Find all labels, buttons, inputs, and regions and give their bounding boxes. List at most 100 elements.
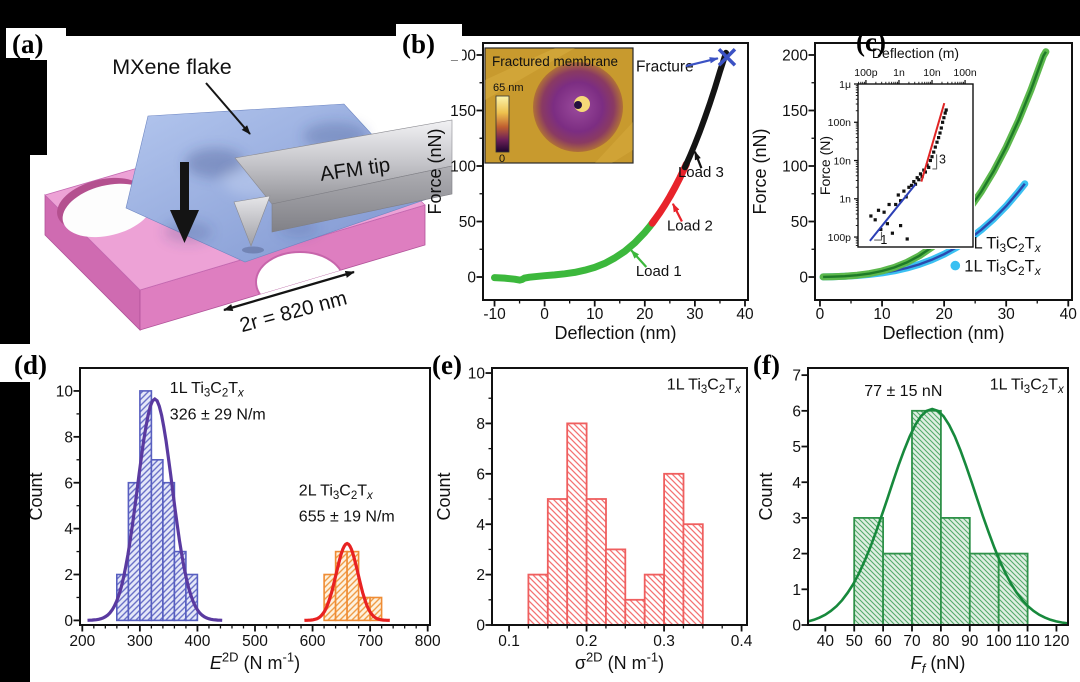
scatter-point (918, 172, 923, 176)
histogram-bar (940, 517, 971, 625)
scatter-point (902, 189, 906, 193)
label-backplate (0, 344, 70, 382)
axes-box (491, 367, 748, 626)
tick-label: 4 (792, 475, 801, 492)
afm-image-streak (595, 122, 633, 163)
scatter-point (890, 231, 894, 235)
press-down-arrow-head (170, 210, 199, 243)
histogram-bar (566, 422, 588, 625)
tick-label: 50 (846, 633, 864, 650)
annotation: 655 ± 19 N/m (299, 509, 395, 526)
histogram-bar (643, 573, 666, 625)
mxene-flake-label: MXene flake (112, 55, 232, 79)
tick-label: 10n (923, 67, 941, 79)
tick-label: 100 (450, 159, 476, 176)
tick-label: 90 (961, 633, 979, 650)
scatter-point (932, 150, 936, 154)
scatter-point (942, 116, 946, 120)
x-axis-label: σ2D (N m-1) (575, 649, 664, 673)
annotation: 1L Ti3C2Tx (667, 376, 742, 396)
line (874, 231, 883, 241)
tick-label: 2 (476, 567, 485, 584)
scatter-point (899, 224, 903, 228)
tick-label: 200 (782, 48, 808, 65)
tick-label: 6 (792, 403, 801, 420)
panel-letter-a: (a) (12, 29, 43, 59)
histogram-bar (853, 517, 885, 625)
histogram-bar (911, 409, 942, 625)
tick-label: 0.3 (653, 633, 675, 650)
tick-label: 0.1 (498, 633, 520, 650)
tick-label: 0 (799, 270, 808, 287)
chart-ci: 100p 1n 10n 100n 100p 1n 10n 100n 1μ Deflection (… (817, 45, 977, 249)
tick-label: 500 (242, 633, 268, 650)
scatter-point (869, 214, 873, 218)
label-backplate (396, 24, 462, 60)
press-down-arrow-shaft (180, 162, 189, 212)
chart-d: 200 300 400 500 600 700 800 0 2 4 6 8 10 E2D (N m-1) C… (26, 367, 441, 673)
black-crop-bar-top (0, 0, 1080, 36)
label-backplate (6, 28, 66, 58)
y-axis-label: Count (756, 472, 776, 520)
tick-label: 50 (791, 214, 809, 231)
tick-label: 4 (476, 517, 485, 534)
scatter-point (899, 199, 903, 203)
tick-label: 1n (839, 194, 851, 206)
annotation: Load 1 (636, 263, 682, 280)
line (869, 183, 917, 242)
tick-label: 6 (476, 466, 485, 483)
y-axis-label: Count (434, 472, 454, 520)
histogram-bar (527, 573, 549, 625)
scatter-point (939, 126, 943, 130)
afm-image-streak (485, 48, 575, 100)
tick-label: 5 (792, 439, 801, 456)
histogram-bar (882, 552, 913, 625)
scatter-point (935, 140, 939, 144)
tick-label: 10 (586, 306, 604, 323)
axes-box (807, 367, 1069, 626)
mxene-flake-pointer-arrow (205, 82, 251, 135)
scatter-point (923, 170, 927, 174)
flake-shade (185, 148, 245, 178)
tick-label: 0 (816, 306, 825, 323)
tick-label: -10 (483, 306, 506, 323)
tick-label: 20 (636, 306, 654, 323)
tick-label: 0 (467, 270, 476, 287)
scatter-point (928, 158, 932, 163)
tick-label: 150 (450, 103, 476, 120)
tick-label: 800 (415, 633, 441, 650)
tick-label: 0.2 (576, 633, 598, 650)
y-axis-label: Force (N) (817, 136, 833, 195)
scatter-point (882, 210, 886, 214)
scatter-point (896, 193, 900, 197)
scatter-point (941, 120, 945, 124)
x-axis-label: Deflection (nm) (882, 323, 1004, 343)
chart-e: 0.1 0.2 0.3 0.4 0 2 4 6 8 10 σ2D (N m-1) Count 1L Ti… (434, 366, 753, 673)
colorbar-max-label: 65 nm (493, 82, 524, 94)
tick-label: 100n (953, 67, 977, 79)
tick-label: 80 (932, 633, 950, 650)
tick-label: 10 (873, 306, 891, 323)
scatter-point (885, 222, 889, 226)
x-axis-label: Deflection (nm) (554, 323, 676, 343)
histogram-bar (624, 598, 646, 625)
panel-letter-b: (b) (402, 29, 435, 59)
histogram-bar (585, 498, 607, 625)
axes-box (482, 42, 749, 301)
inset-title: Fractured membrane (492, 54, 618, 69)
tick-label: 120 (1044, 633, 1070, 650)
tick-label: 70 (903, 633, 921, 650)
legend-marker (950, 260, 961, 271)
y-axis-label: Count (26, 472, 46, 520)
annotation: 1 (880, 233, 887, 247)
tick-label: 2 (64, 567, 73, 584)
colorbar-min-label: 0 (499, 153, 505, 165)
data-curve (491, 216, 659, 284)
tick-label: 100 (782, 159, 808, 176)
annotation: 2L Ti3C2Tx (299, 482, 374, 502)
tick-label: 100p (828, 232, 852, 244)
chart-f: 40 50 60 70 80 90 100 110 120 0 1 2 3 4 5 6 7 Ff (nN) Coun… (756, 367, 1070, 676)
